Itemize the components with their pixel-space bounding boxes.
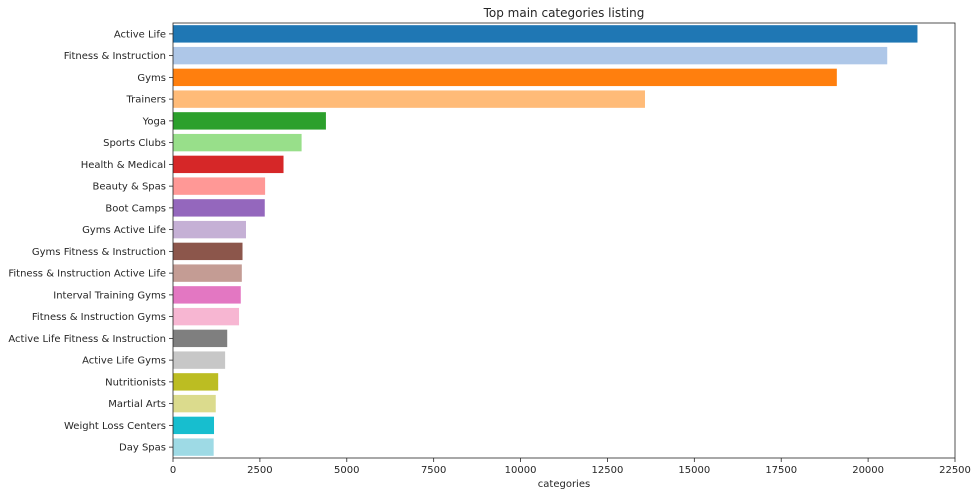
- bar: [173, 46, 888, 65]
- bar: [173, 133, 302, 152]
- bars-layer: [173, 25, 918, 456]
- y-tick-label: Trainers: [126, 95, 166, 106]
- y-tick-label: Martial Arts: [108, 399, 166, 410]
- y-axis-ticks: Active Life Fitness & Instruction Gyms Trai…: [8, 29, 173, 454]
- y-tick-label: Gyms Fitness & Instruction: [32, 247, 166, 258]
- x-tick-label: 2500: [247, 465, 272, 476]
- bar: [173, 416, 215, 435]
- y-tick-label: Weight Loss Centers: [64, 421, 166, 432]
- x-axis-ticks: 0 2500 5000 7500 10000 12500 15000 17500 20000 22…: [170, 458, 971, 476]
- y-tick-label: Boot Camps: [105, 203, 166, 214]
- y-tick-label: Gyms: [137, 73, 166, 84]
- y-tick-label: Nutritionists: [105, 377, 166, 388]
- bar: [173, 155, 284, 174]
- bar: [173, 220, 246, 239]
- y-tick-label: Active Life: [114, 29, 166, 40]
- y-tick-label: Active Life Gyms: [82, 356, 166, 367]
- chart-title: Top main categories listing: [483, 6, 645, 20]
- y-tick-label: Yoga: [142, 116, 166, 127]
- bar: [173, 394, 216, 413]
- y-tick-label: Interval Training Gyms: [53, 290, 166, 301]
- bar: [173, 373, 219, 391]
- y-tick-label: Fitness & Instruction Active Life: [8, 269, 166, 280]
- y-tick-label: Beauty & Spas: [92, 182, 166, 193]
- x-tick-label: 20000: [852, 465, 884, 476]
- bar: [173, 286, 241, 304]
- x-tick-label: 22500: [939, 465, 971, 476]
- bar: [173, 90, 645, 108]
- bar: [173, 242, 243, 261]
- bar: [173, 199, 265, 217]
- x-tick-label: 10000: [505, 465, 537, 476]
- x-tick-label: 12500: [592, 465, 624, 476]
- bar: [173, 329, 228, 348]
- bar: [173, 438, 214, 456]
- x-tick-label: 15000: [678, 465, 710, 476]
- bar: [173, 25, 918, 43]
- x-axis-title: categories: [538, 479, 590, 490]
- bar: [173, 264, 242, 282]
- y-tick-label: Fitness & Instruction: [64, 51, 166, 62]
- bar: [173, 177, 266, 195]
- y-tick-label: Health & Medical: [81, 160, 166, 171]
- plot-frame: [172, 22, 956, 459]
- x-tick-label: 5000: [334, 465, 359, 476]
- y-tick-label: Sports Clubs: [103, 138, 166, 149]
- y-tick-label: Fitness & Instruction Gyms: [32, 312, 166, 323]
- x-tick-label: 17500: [765, 465, 797, 476]
- x-tick-label: 7500: [421, 465, 446, 476]
- bar: [173, 68, 837, 87]
- y-tick-label: Active Life Fitness & Instruction: [8, 334, 166, 345]
- bar: [173, 351, 226, 369]
- y-tick-label: Gyms Active Life: [82, 225, 166, 236]
- bar: [173, 112, 326, 130]
- y-tick-label: Day Spas: [119, 443, 166, 454]
- bar: [173, 307, 240, 326]
- x-tick-label: 0: [170, 465, 176, 476]
